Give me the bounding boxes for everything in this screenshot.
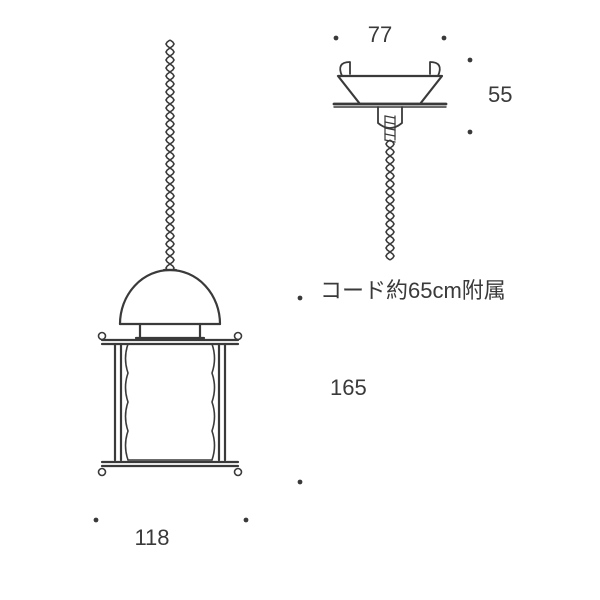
cord-note: コード約65cm附属	[320, 278, 506, 303]
dim-55: 55	[488, 82, 512, 107]
dim-118: 118	[134, 525, 169, 550]
dim-77: 77	[368, 22, 392, 47]
dim-165: 165	[330, 375, 367, 400]
